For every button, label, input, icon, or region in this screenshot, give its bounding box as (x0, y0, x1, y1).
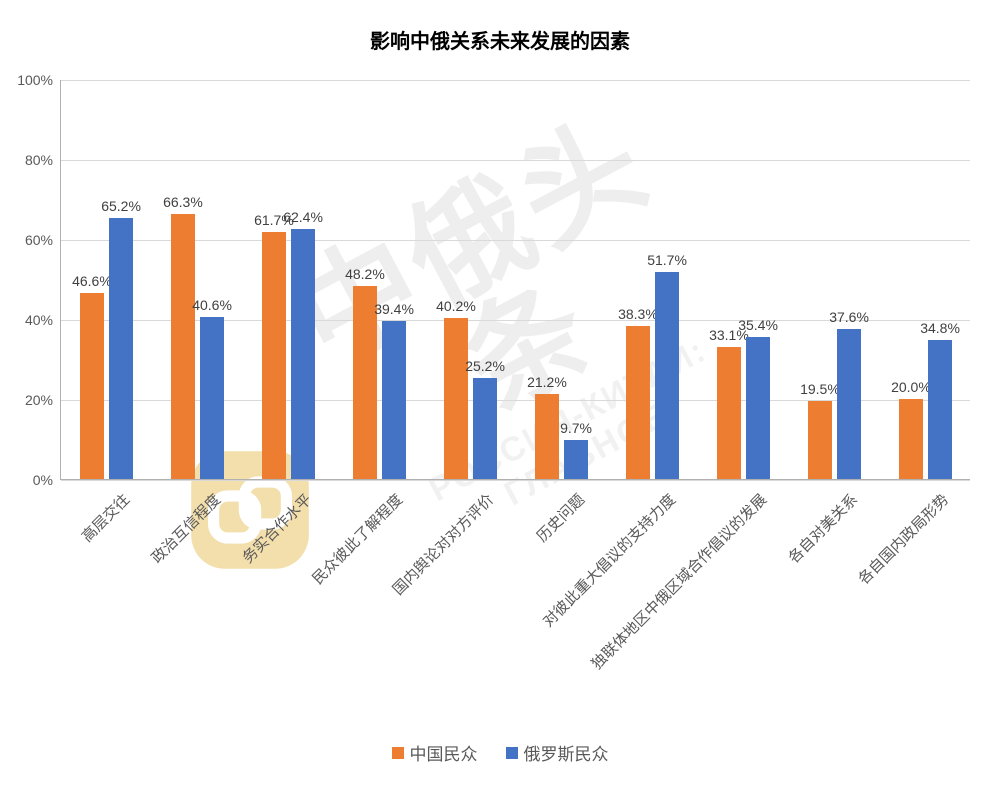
xtick-label: 务实合作水平 (131, 489, 316, 674)
gridline (61, 80, 970, 81)
bar-value-label: 39.4% (374, 301, 414, 317)
ytick-label: 80% (25, 152, 61, 168)
bar: 21.2% (535, 394, 559, 479)
ytick-label: 60% (25, 232, 61, 248)
x-axis-labels: 高层交往政治互信程度务实合作水平民众彼此了解程度国内舆论对对方评价历史问题对彼此… (61, 479, 970, 679)
bar-value-label: 34.8% (920, 320, 960, 336)
bar-value-label: 66.3% (163, 194, 203, 210)
bar-value-label: 9.7% (560, 420, 592, 436)
xtick-label: 各自国内政局形势 (768, 489, 953, 674)
legend-item: 俄罗斯民众 (506, 740, 609, 765)
xtick-label: 历史问题 (404, 489, 589, 674)
bar-value-label: 48.2% (345, 266, 385, 282)
legend: 中国民众 俄罗斯民众 (0, 740, 1000, 765)
bar: 9.7% (564, 440, 588, 479)
legend-label: 俄罗斯民众 (524, 740, 609, 765)
chart-title: 影响中俄关系未来发展的因素 (0, 25, 1000, 54)
bar: 25.2% (473, 378, 497, 479)
bar-value-label: 19.5% (800, 381, 840, 397)
legend-item: 中国民众 (392, 740, 478, 765)
bar-value-label: 46.6% (72, 273, 112, 289)
xtick-label: 对彼此重大倡议的支持力度 (495, 489, 680, 674)
legend-label: 中国民众 (410, 740, 478, 765)
bar-value-label: 65.2% (101, 198, 141, 214)
legend-swatch (392, 747, 404, 759)
ytick-label: 20% (25, 392, 61, 408)
xtick-label: 民众彼此了解程度 (222, 489, 407, 674)
bar: 61.7% (262, 232, 286, 479)
bar-value-label: 38.3% (618, 306, 658, 322)
bar: 40.2% (444, 318, 468, 479)
bar: 40.6% (200, 317, 224, 479)
xtick-label: 各自对美关系 (677, 489, 862, 674)
chart-container: 影响中俄关系未来发展的因素 中俄头条 РОССИЯ-КИТАЙ: ГЛАВНОЕ… (0, 0, 1000, 800)
bar-value-label: 37.6% (829, 309, 869, 325)
plot-area: 0%20%40%60%80%100%46.6%65.2%66.3%40.6%61… (60, 80, 970, 480)
bar-value-label: 40.6% (192, 297, 232, 313)
bar-value-label: 62.4% (283, 209, 323, 225)
ytick-label: 0% (33, 472, 61, 488)
bar-value-label: 20.0% (891, 379, 931, 395)
bar: 20.0% (899, 399, 923, 479)
bar-value-label: 40.2% (436, 298, 476, 314)
bar: 33.1% (717, 347, 741, 479)
bar: 39.4% (382, 321, 406, 479)
gridline (61, 400, 970, 401)
bar-value-label: 21.2% (527, 374, 567, 390)
xtick-label: 国内舆论对对方评价 (313, 489, 498, 674)
bar: 38.3% (626, 326, 650, 479)
bar: 34.8% (928, 340, 952, 479)
bar-value-label: 25.2% (465, 358, 505, 374)
legend-swatch (506, 747, 518, 759)
ytick-label: 40% (25, 312, 61, 328)
bar: 37.6% (837, 329, 861, 479)
bar: 19.5% (808, 401, 832, 479)
bar: 66.3% (171, 214, 195, 479)
bar: 62.4% (291, 229, 315, 479)
bar-value-label: 35.4% (738, 317, 778, 333)
bar: 51.7% (655, 272, 679, 479)
xtick-label: 政治互信程度 (40, 489, 225, 674)
bar: 65.2% (109, 218, 133, 479)
gridline (61, 160, 970, 161)
ytick-label: 100% (17, 72, 61, 88)
bar: 35.4% (746, 337, 770, 479)
gridline (61, 240, 970, 241)
xtick-label: 独联体地区中俄区域合作倡议的发展 (586, 489, 771, 674)
bar: 46.6% (80, 293, 104, 479)
bar-value-label: 51.7% (647, 252, 687, 268)
